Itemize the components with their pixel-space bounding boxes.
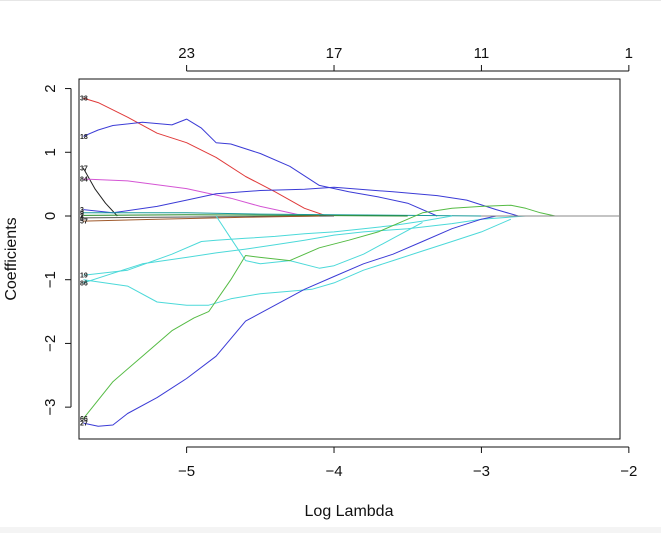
variable-label: 3: [80, 207, 84, 214]
plot-frame: [78, 78, 621, 440]
variable-label: 84: [80, 177, 88, 184]
x-tick-label: −3: [473, 463, 490, 480]
variable-label: 37: [80, 166, 88, 173]
bottom-strip: [0, 527, 661, 533]
y-tick-label: 2: [42, 84, 59, 92]
series-line-2: [83, 214, 408, 217]
x-tick-label: −2: [620, 463, 637, 480]
top-border: [0, 0, 661, 1]
top-tick-label: 23: [178, 45, 195, 62]
variable-label: 2: [80, 213, 84, 220]
series-line-cyan-4: [215, 215, 423, 269]
variable-label: 9: [80, 210, 84, 217]
variable-label: 57: [80, 219, 88, 226]
y-tick-label: −2: [42, 335, 59, 352]
series-line-86: [83, 215, 556, 284]
series-line-84: [83, 178, 305, 217]
y-tick-label: −3: [42, 399, 59, 416]
top-tick-label: 11: [474, 45, 490, 62]
series-line-37: [82, 167, 118, 217]
variable-label: 86: [80, 280, 88, 287]
variable-label: 27: [80, 421, 88, 428]
series-line-38: [83, 97, 327, 217]
top-axis: 23 17 11 1: [178, 45, 633, 72]
series-line-27: [83, 215, 497, 427]
y-axis: −3 −2 −1 0 1 2: [42, 84, 72, 416]
y-tick-label: −1: [42, 271, 59, 288]
top-tick-label: 1: [625, 45, 633, 62]
series-line-9: [83, 212, 482, 217]
series-line-66: [83, 204, 556, 419]
series-line-cyan-3: [83, 218, 512, 306]
x-axis: −5 −4 −3 −2: [178, 446, 637, 480]
variable-label: 18: [80, 134, 88, 141]
variable-label: 19: [80, 273, 88, 280]
series-line-3: [83, 186, 519, 217]
y-tick-label: 0: [42, 212, 59, 220]
series-line-57: [83, 215, 320, 222]
x-tick-label: −4: [325, 463, 342, 480]
variable-label: 38: [80, 96, 88, 103]
x-axis-title: Log Lambda: [305, 503, 394, 520]
x-tick-label: −5: [178, 463, 195, 480]
variable-label: 66: [80, 416, 88, 423]
y-axis-title: Coefficients: [3, 217, 20, 300]
y-tick-label: 1: [42, 148, 59, 156]
variable-label: 4: [80, 215, 84, 222]
series-line-18: [83, 118, 438, 217]
top-tick-label: 17: [326, 45, 343, 62]
